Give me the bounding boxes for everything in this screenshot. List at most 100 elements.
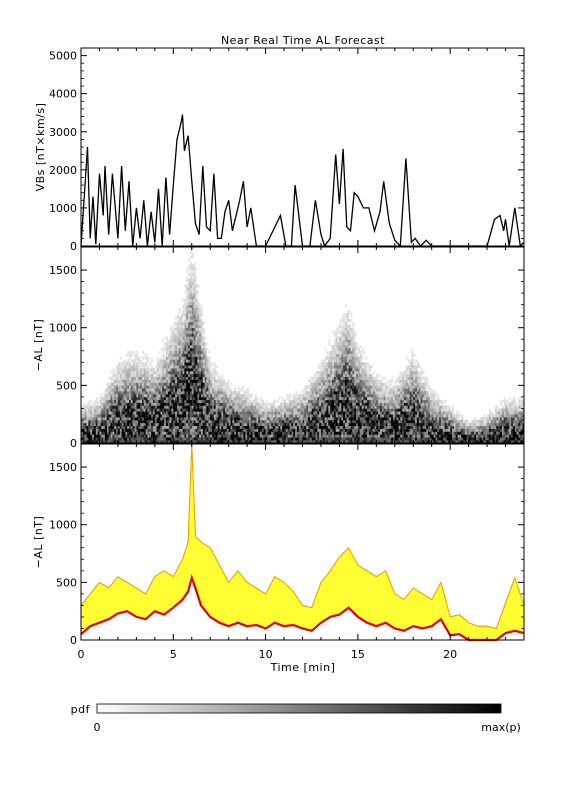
heatmap-cell xyxy=(322,411,325,415)
heatmap-cell xyxy=(145,431,148,435)
heatmap-cell xyxy=(189,284,192,288)
heatmap-cell xyxy=(99,419,102,424)
heatmap-cell xyxy=(141,437,144,441)
heatmap-cell xyxy=(158,388,161,392)
heatmap-cell xyxy=(348,347,351,352)
heatmap-cell xyxy=(186,336,189,340)
heatmap-cell xyxy=(295,391,298,395)
heatmap-cell xyxy=(239,425,242,429)
heatmap-cell xyxy=(189,290,192,294)
heatmap-cell xyxy=(273,417,276,421)
heatmap-cell xyxy=(339,345,342,349)
heatmap-cell xyxy=(313,414,316,418)
heatmap-cell xyxy=(350,411,353,415)
heatmap-cell xyxy=(321,408,324,412)
heatmap-cell xyxy=(158,350,161,354)
heatmap-cell xyxy=(129,385,132,389)
heatmap-cell xyxy=(328,350,331,354)
heatmap-cell xyxy=(108,391,111,395)
heatmap-cell xyxy=(343,327,346,331)
heatmap-cell xyxy=(164,379,167,383)
heatmap-cell xyxy=(210,370,213,375)
heatmap-cell xyxy=(188,319,191,323)
heatmap-cell xyxy=(261,434,264,438)
heatmap-cell xyxy=(348,330,351,334)
heatmap-cell xyxy=(215,431,218,435)
heatmap-cell xyxy=(339,428,342,432)
heatmap-cell xyxy=(250,437,253,441)
heatmap-cell xyxy=(376,425,379,429)
heatmap-cell xyxy=(188,264,191,268)
heatmap-cell xyxy=(197,370,200,375)
heatmap-cell xyxy=(184,324,187,328)
heatmap-cell xyxy=(88,437,91,441)
heatmap-cell xyxy=(372,417,375,421)
heatmap-cell xyxy=(243,396,246,401)
heatmap-cell xyxy=(367,411,370,415)
heatmap-cell xyxy=(125,419,128,424)
heatmap-cell xyxy=(212,405,215,409)
heatmap-cell xyxy=(90,434,93,438)
heatmap-cell xyxy=(324,347,327,352)
heatmap-cell xyxy=(191,385,194,389)
heatmap-cell xyxy=(213,419,216,424)
heatmap-cell xyxy=(182,359,185,363)
heatmap-cell xyxy=(245,419,248,424)
heatmap-cell xyxy=(156,396,159,401)
heatmap-cell xyxy=(191,342,194,346)
heatmap-cell xyxy=(167,376,170,380)
heatmap-cell xyxy=(191,359,194,363)
heatmap-cell xyxy=(145,359,148,363)
heatmap-cell xyxy=(332,440,335,444)
heatmap-cell xyxy=(258,408,261,412)
heatmap-cell xyxy=(402,411,405,415)
heatmap-cell xyxy=(212,440,215,444)
heatmap-cell xyxy=(110,394,113,398)
heatmap-cell xyxy=(186,267,189,271)
heatmap-cell xyxy=(306,385,309,389)
heatmap-cell xyxy=(97,408,100,412)
heatmap-cell xyxy=(321,402,324,406)
heatmap-cell xyxy=(350,394,353,398)
heatmap-cell xyxy=(173,368,176,372)
heatmap-cell xyxy=(208,368,211,372)
heatmap-cell xyxy=(339,399,342,403)
heatmap-cell xyxy=(263,411,266,415)
heatmap-cell xyxy=(145,417,148,421)
heatmap-cell xyxy=(171,385,174,389)
heatmap-cell xyxy=(81,417,84,421)
heatmap-cell xyxy=(140,437,143,441)
heatmap-cell xyxy=(177,399,180,403)
heatmap-cell xyxy=(186,437,189,441)
heatmap-cell xyxy=(328,422,331,426)
heatmap-cell xyxy=(361,391,364,395)
heatmap-cell xyxy=(267,434,270,438)
heatmap-cell xyxy=(239,428,242,432)
heatmap-cell xyxy=(173,419,176,424)
heatmap-cell xyxy=(171,373,174,377)
heatmap-cell xyxy=(343,385,346,389)
heatmap-cell xyxy=(285,417,288,421)
heatmap-cell xyxy=(343,350,346,354)
heatmap-cell xyxy=(119,379,122,383)
heatmap-cell xyxy=(130,388,133,392)
heatmap-cell xyxy=(130,350,133,354)
heatmap-cell xyxy=(333,391,336,395)
heatmap-cell xyxy=(245,425,248,429)
heatmap-cell xyxy=(132,382,135,386)
heatmap-cell xyxy=(256,422,259,426)
heatmap-cell xyxy=(121,388,124,392)
heatmap-cell xyxy=(302,419,305,424)
heatmap-cell xyxy=(230,411,233,415)
heatmap-cell xyxy=(250,422,253,426)
heatmap-cell xyxy=(333,425,336,429)
heatmap-cell xyxy=(143,396,146,401)
heatmap-cell xyxy=(108,414,111,418)
heatmap-cell xyxy=(394,405,397,409)
heatmap-cell xyxy=(195,440,198,444)
heatmap-cell xyxy=(189,373,192,377)
heatmap-cell xyxy=(199,330,202,334)
heatmap-cell xyxy=(383,376,386,380)
heatmap-cell xyxy=(186,428,189,432)
heatmap-cell xyxy=(140,368,143,372)
